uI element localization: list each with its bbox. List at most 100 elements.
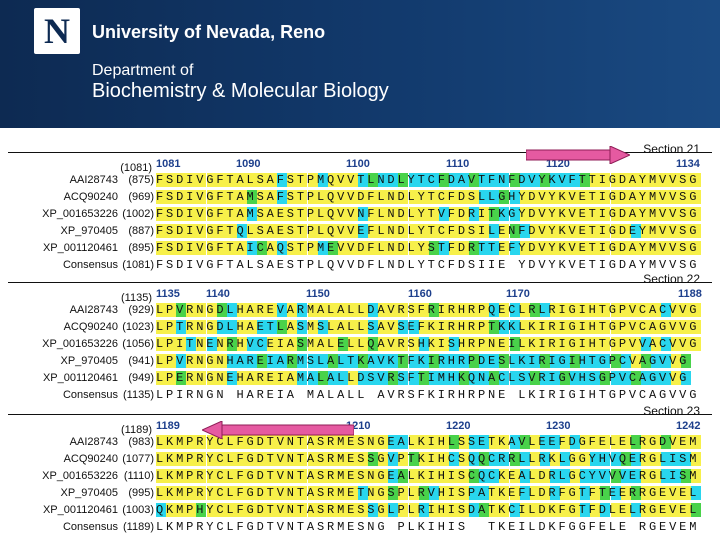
residue [307, 469, 318, 483]
residue [448, 486, 459, 500]
residue [226, 486, 237, 500]
residue [226, 224, 237, 238]
residue [428, 337, 439, 351]
residue [418, 354, 429, 368]
residue [378, 190, 389, 204]
residue [671, 173, 682, 187]
residue [489, 337, 500, 351]
residue [681, 469, 692, 483]
residue [307, 486, 318, 500]
residue [640, 320, 651, 334]
residue [681, 207, 692, 221]
sequence-residues [156, 337, 702, 351]
residue [216, 452, 227, 466]
residue [529, 469, 540, 483]
residue [428, 486, 439, 500]
residue [671, 371, 682, 385]
residue [459, 371, 470, 385]
residue [459, 354, 470, 368]
residue [418, 173, 429, 187]
sequence-name: XP_970405 [60, 225, 119, 237]
residue [479, 354, 490, 368]
residue [549, 224, 560, 238]
residue [196, 371, 207, 385]
residue [347, 354, 358, 368]
residue [337, 452, 348, 466]
residue [176, 173, 187, 187]
residue [398, 207, 409, 221]
residue [317, 503, 328, 517]
residue [257, 173, 268, 187]
residue [337, 371, 348, 385]
residue [317, 303, 328, 317]
residue [661, 207, 672, 221]
residue [398, 371, 409, 385]
residue [438, 486, 449, 500]
residue [388, 371, 399, 385]
sequence-text: LPITNENRHVCEIASMALELLQAVRSHKISHRPNEILKIR… [156, 337, 700, 351]
residue [570, 337, 581, 351]
header-banner: N University of Nevada, Reno Department … [0, 0, 720, 128]
residue [166, 337, 177, 351]
residue [236, 320, 247, 334]
residue [499, 207, 510, 221]
residue [176, 241, 187, 255]
residue [671, 241, 682, 255]
residue [681, 224, 692, 238]
residue [620, 469, 631, 483]
university-name: University of Nevada, Reno [92, 22, 326, 42]
residue [469, 469, 480, 483]
residue [307, 303, 318, 317]
residue [236, 371, 247, 385]
residue [297, 173, 308, 187]
residue [580, 503, 591, 517]
residue [277, 303, 288, 317]
residue [428, 173, 439, 187]
sequence-offset: (1003) [122, 504, 154, 516]
residue [277, 207, 288, 221]
residue [610, 354, 621, 368]
residue [650, 435, 661, 449]
residue [509, 303, 520, 317]
residue [590, 173, 601, 187]
residue [539, 320, 550, 334]
residue [246, 190, 257, 204]
residue [499, 469, 510, 483]
residue [600, 337, 611, 351]
residue [661, 435, 672, 449]
residue [257, 469, 268, 483]
residue [600, 503, 611, 517]
sequence-offset: (887) [128, 225, 154, 237]
sequence-residues [156, 207, 702, 221]
residue [408, 354, 419, 368]
residue [287, 452, 298, 466]
residue [257, 354, 268, 368]
residue [509, 224, 520, 238]
residue [590, 190, 601, 204]
residue [519, 486, 530, 500]
residue [691, 190, 702, 204]
sequence-offset: (1189) [123, 521, 154, 533]
residue [580, 241, 591, 255]
residue [368, 190, 379, 204]
residue [681, 452, 692, 466]
residue [630, 371, 641, 385]
sequence-residues [156, 486, 702, 500]
residue [671, 337, 682, 351]
residue [671, 486, 682, 500]
residue [297, 190, 308, 204]
residue [580, 320, 591, 334]
residue [428, 354, 439, 368]
section-label: Section 21 [643, 142, 700, 156]
residue [206, 503, 217, 517]
residue [246, 320, 257, 334]
residue [640, 337, 651, 351]
residue [378, 503, 389, 517]
residue [650, 371, 661, 385]
residue [277, 190, 288, 204]
residue [206, 337, 217, 351]
section-label: Section 23 [643, 404, 700, 418]
residue [560, 452, 571, 466]
residue [509, 435, 520, 449]
residue [448, 173, 459, 187]
